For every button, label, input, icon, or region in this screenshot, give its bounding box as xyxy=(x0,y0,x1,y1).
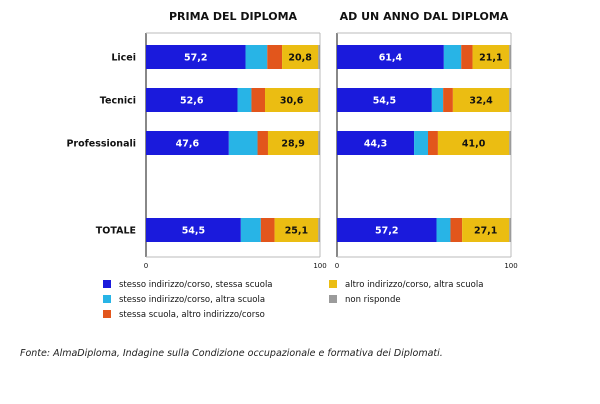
category-label: Tecnici xyxy=(100,96,136,107)
legend-swatch xyxy=(103,310,111,318)
bar-segment-s2 xyxy=(436,218,451,242)
chart-panels: PRIMA DEL DIPLOMA 0 100 57,2 20,8 52,6 30,6 47,… xyxy=(144,10,518,270)
bar-segment-s3 xyxy=(251,88,266,112)
bar-segment-s4 xyxy=(472,45,510,69)
bar-segment-s3 xyxy=(450,218,463,242)
bar-segment-s5 xyxy=(509,218,511,242)
data-label: 28,9 xyxy=(281,139,304,150)
legend-swatch xyxy=(103,280,111,288)
bar-segment-s4 xyxy=(282,45,319,69)
bar-segment-s1 xyxy=(337,88,432,112)
legend-item-s4: altro indirizzo/corso, altra scuola xyxy=(329,280,483,290)
legend-item-s1: stesso indirizzo/corso, stessa scuola xyxy=(103,280,273,290)
category-label: Licei xyxy=(111,53,136,64)
data-label: 54,5 xyxy=(373,96,396,107)
panel-title-anno: AD UN ANNO DAL DIPLOMA xyxy=(340,10,509,23)
bar-segment-s5 xyxy=(318,88,320,112)
bar-segment-s4 xyxy=(267,131,319,155)
bar-segment-s3 xyxy=(461,45,473,69)
legend-swatch xyxy=(329,295,337,303)
data-label: 57,2 xyxy=(184,53,207,64)
category-label: Professionali xyxy=(66,139,136,150)
source-note: Fonte: AlmaDiploma, Indagine sulla Condi… xyxy=(20,348,443,359)
data-label: 32,4 xyxy=(469,96,493,107)
tick-label: 100 xyxy=(504,262,517,270)
bar-segment-s4 xyxy=(462,218,510,242)
data-label: 54,5 xyxy=(182,226,205,237)
data-label: 20,8 xyxy=(288,53,312,64)
bar-segment-s1 xyxy=(146,88,238,112)
data-label: 47,6 xyxy=(176,139,200,150)
data-label: 61,4 xyxy=(379,53,403,64)
bar-segment-s2 xyxy=(431,88,444,112)
data-label: 52,6 xyxy=(180,96,204,107)
legend-label: non risponde xyxy=(345,295,401,305)
bar-segment-s1 xyxy=(337,131,415,155)
bar-segment-s1 xyxy=(337,218,437,242)
bar-segment-s3 xyxy=(267,45,283,69)
bar-segment-s3 xyxy=(260,218,275,242)
data-label: 21,1 xyxy=(479,53,502,64)
bar-segment-s5 xyxy=(318,131,320,155)
bar-segment-s5 xyxy=(509,45,511,69)
data-label: 44,3 xyxy=(364,139,387,150)
bar-segment-s4 xyxy=(265,88,319,112)
legend-label: altro indirizzo/corso, altra scuola xyxy=(345,280,483,290)
data-label: 25,1 xyxy=(285,226,308,237)
category-labels: Licei Tecnici Professionali TOTALE xyxy=(66,53,136,237)
bar-segment-s3 xyxy=(443,88,453,112)
tick-label: 0 xyxy=(144,262,148,270)
panel-title-prima: PRIMA DEL DIPLOMA xyxy=(169,10,298,23)
bar-segment-s3 xyxy=(257,131,268,155)
legend-label: stesso indirizzo/corso, altra scuola xyxy=(119,295,265,305)
bar-segment-s1 xyxy=(146,218,241,242)
tick-label: 0 xyxy=(335,262,339,270)
bar-segment-s5 xyxy=(509,88,511,112)
data-label: 27,1 xyxy=(474,226,497,237)
bar-segment-s2 xyxy=(240,218,261,242)
data-label: 57,2 xyxy=(375,226,398,237)
bar-segment-s2 xyxy=(443,45,462,69)
bar-segment-s5 xyxy=(318,45,320,69)
bar-segment-s1 xyxy=(146,131,229,155)
bar-segment-s2 xyxy=(237,88,252,112)
bar-segment-s2 xyxy=(245,45,268,69)
bar-segment-s2 xyxy=(228,131,258,155)
bar-segment-s4 xyxy=(437,131,510,155)
data-label: 41,0 xyxy=(462,139,486,150)
bar-segment-s3 xyxy=(428,131,438,155)
panel-anno: AD UN ANNO DAL DIPLOMA 0 100 61,4 21,1 54,5 32… xyxy=(335,10,518,270)
bar-segment-s5 xyxy=(318,218,320,242)
legend-swatch xyxy=(103,295,111,303)
legend-item-s2: stesso indirizzo/corso, altra scuola xyxy=(103,295,265,305)
bar-segment-s4 xyxy=(274,218,319,242)
data-label: 30,6 xyxy=(280,96,304,107)
tick-label: 100 xyxy=(313,262,326,270)
bar-segment-s4 xyxy=(452,88,510,112)
legend-swatch xyxy=(329,280,337,288)
bar-segment-s2 xyxy=(414,131,429,155)
legend-item-s3: stessa scuola, altro indirizzo/corso xyxy=(103,310,265,320)
bar-segment-s1 xyxy=(337,45,444,69)
legend-label: stesso indirizzo/corso, stessa scuola xyxy=(119,280,273,290)
bar-segment-s1 xyxy=(146,45,246,69)
category-label: TOTALE xyxy=(96,226,136,237)
bar-segment-s5 xyxy=(509,131,511,155)
legend-label: stessa scuola, altro indirizzo/corso xyxy=(119,310,265,320)
legend-item-s5: non risponde xyxy=(329,295,401,305)
legend: stesso indirizzo/corso, stessa scuola ste… xyxy=(103,280,483,320)
panel-prima: PRIMA DEL DIPLOMA 0 100 57,2 20,8 52,6 30,6 47,… xyxy=(144,10,327,270)
